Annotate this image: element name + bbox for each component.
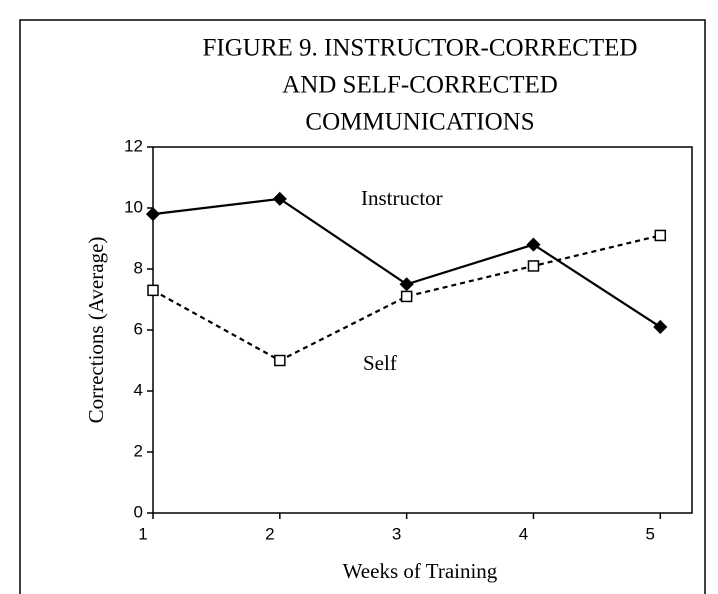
x-axis-label: Weeks of Training: [343, 559, 498, 583]
marker: [527, 260, 540, 272]
marker: [272, 191, 287, 206]
marker: [274, 354, 286, 367]
y-tick-label: 8: [134, 258, 143, 277]
marker: [653, 319, 668, 335]
series-line: [152, 197, 661, 328]
x-tick-label: 1: [138, 524, 147, 543]
marker: [145, 207, 161, 222]
marker: [399, 277, 414, 292]
chart-title: AND SELF-CORRECTED: [282, 72, 558, 99]
y-tick-label: 6: [134, 319, 143, 338]
x-tick-label: 4: [519, 524, 528, 543]
marker: [400, 290, 413, 303]
y-axis-label: Corrections (Average): [84, 237, 108, 424]
chart-title: FIGURE 9. INSTRUCTOR-CORRECTED: [203, 35, 638, 62]
marker: [526, 237, 541, 252]
chart-title: COMMUNICATIONS: [305, 109, 534, 136]
y-tick-label: 12: [124, 136, 143, 155]
series-label: Instructor: [361, 186, 443, 210]
x-tick-label: 3: [392, 524, 401, 543]
marker: [147, 284, 159, 297]
marker: [654, 229, 667, 242]
y-tick-label: 2: [134, 441, 143, 460]
frame: [19, 19, 706, 594]
x-tick-label: 2: [265, 524, 274, 543]
y-tick-label: 4: [134, 380, 143, 399]
series-line: [152, 234, 661, 362]
x-tick-label: 5: [646, 524, 655, 543]
series-label: Self: [363, 351, 397, 375]
y-tick-label: 10: [124, 197, 143, 216]
y-tick-label: 0: [134, 502, 143, 521]
